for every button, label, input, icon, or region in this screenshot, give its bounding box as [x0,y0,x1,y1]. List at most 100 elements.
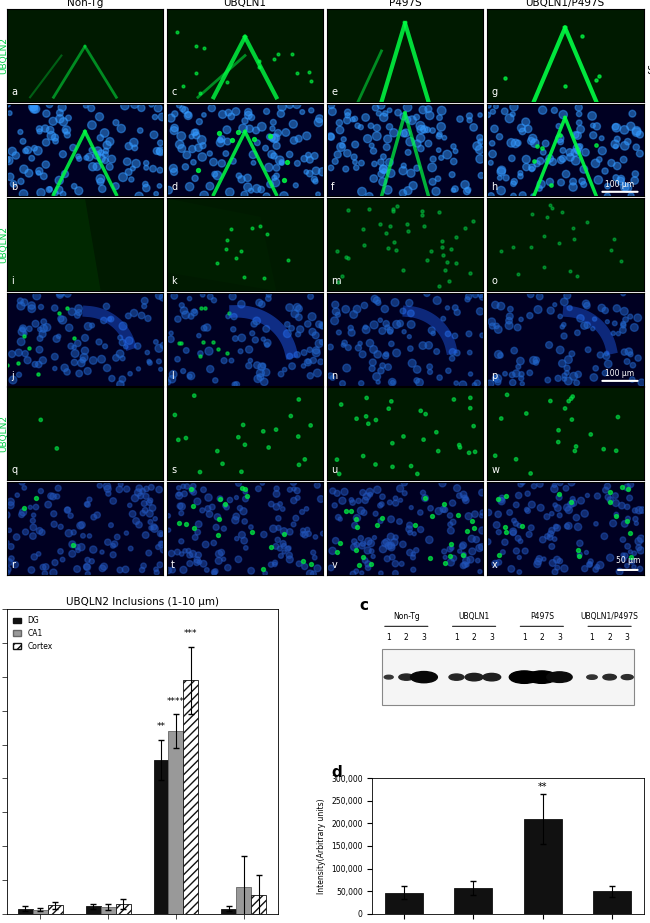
Point [333,325,344,340]
Point [386,538,396,553]
Point [298,523,308,538]
Point [129,97,140,112]
Point [81,99,91,114]
Point [213,168,223,183]
Point [358,485,368,500]
Circle shape [449,674,464,680]
Point [264,287,274,302]
Point [190,530,200,545]
Point [48,565,58,580]
Point [572,326,582,341]
Point [508,524,518,539]
Point [565,150,575,165]
Point [622,499,632,514]
Point [526,162,537,176]
Point [50,556,60,570]
Point [474,564,485,579]
Point [99,126,110,140]
Point [200,301,211,316]
Point [567,390,578,404]
Point [517,519,528,533]
Bar [251,895,266,914]
Point [360,553,370,568]
Point [74,151,85,166]
Point [571,153,581,168]
Point [252,136,263,150]
Point [273,511,283,526]
Point [350,112,360,126]
Point [222,123,232,138]
Point [415,505,426,520]
Point [34,122,45,137]
Point [450,182,460,197]
Point [60,167,70,182]
Point [50,134,60,149]
Point [191,128,202,143]
Point [382,551,393,566]
Point [490,297,501,312]
Point [588,128,599,143]
Point [185,547,195,562]
Point [445,517,456,532]
Point [217,107,228,122]
Point [170,106,180,121]
Point [398,537,408,552]
Point [341,302,351,317]
Point [560,78,570,93]
Point [403,184,413,198]
Point [409,526,419,541]
Point [572,143,582,158]
Point [41,106,51,121]
Point [174,488,185,503]
Point [491,518,502,533]
Point [58,114,69,129]
Point [398,429,409,444]
Point [282,154,293,169]
Text: 2: 2 [404,633,409,642]
Point [154,482,164,497]
Point [311,163,321,178]
Point [117,372,127,387]
Point [284,300,294,315]
Point [351,543,361,557]
Point [264,160,274,174]
Point [455,112,465,126]
Point [240,485,250,499]
Point [136,101,146,115]
Point [623,344,634,359]
Point [343,341,354,355]
Point [177,546,187,561]
Point [301,164,311,179]
Point [508,240,519,255]
Point [619,517,630,532]
Text: P497S: P497S [530,612,554,620]
Point [361,489,372,504]
Point [333,307,343,322]
Point [418,485,428,500]
Point [635,127,645,142]
Point [517,475,528,490]
Point [564,301,575,316]
Point [280,362,290,377]
Point [46,488,56,503]
Point [447,496,458,510]
Point [424,359,435,374]
Point [382,139,392,154]
Point [555,135,566,150]
Point [619,344,630,359]
Point [562,519,572,533]
Point [552,521,562,535]
Point [439,497,449,511]
Point [524,527,534,542]
Point [372,347,383,362]
Point [19,295,29,310]
Point [73,150,83,164]
Point [603,179,613,194]
Point [209,293,219,307]
Point [427,160,437,174]
Point [278,536,288,551]
Point [545,151,555,166]
Point [463,289,474,304]
Point [517,124,528,138]
Point [66,339,76,354]
